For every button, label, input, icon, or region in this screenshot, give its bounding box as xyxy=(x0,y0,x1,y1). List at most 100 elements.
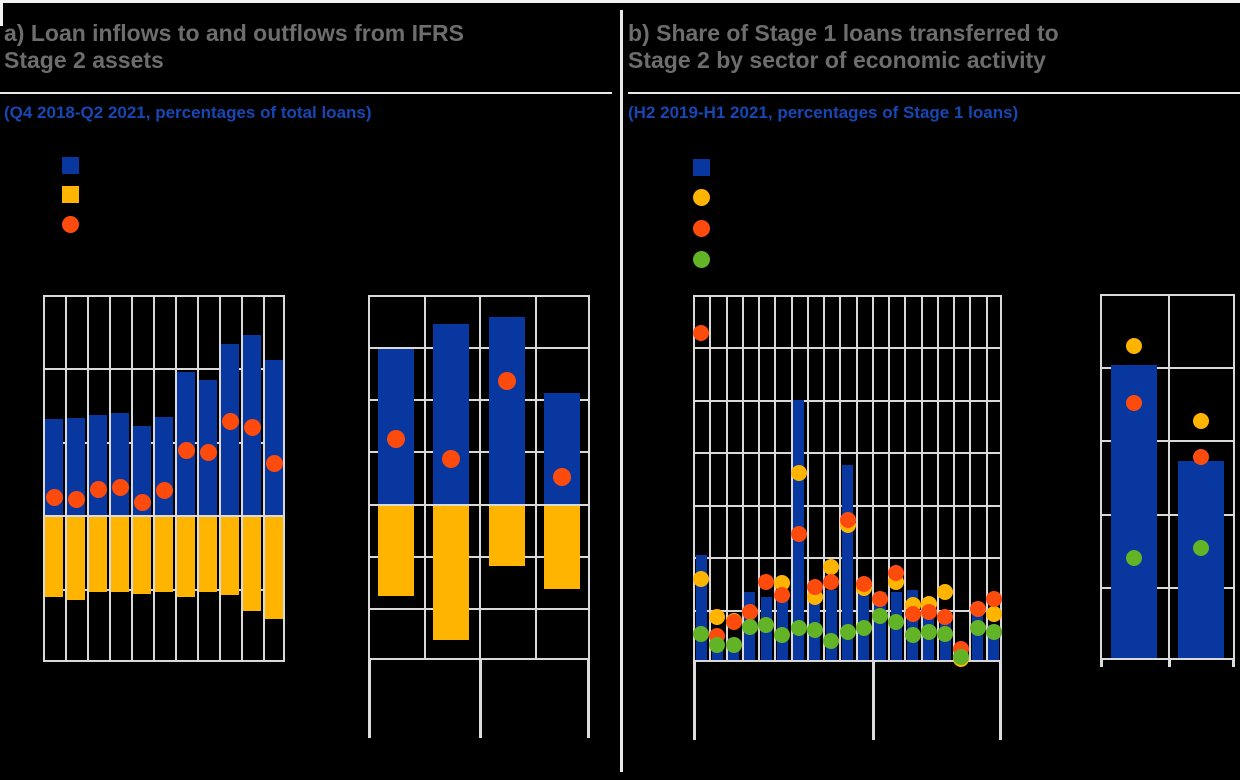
axis-tick xyxy=(871,662,875,740)
orange-dot xyxy=(67,490,85,508)
chart-a-quarterly-flows xyxy=(43,295,285,662)
axis-tick xyxy=(368,660,371,738)
blue-bar xyxy=(988,625,1000,662)
yellow-dot xyxy=(1193,413,1210,430)
legend-a-orange-circle-icon xyxy=(62,216,79,233)
yellow-bar xyxy=(67,515,85,600)
orange-dot xyxy=(386,430,405,449)
green-dot xyxy=(1193,540,1210,556)
yellow-bar xyxy=(488,503,525,567)
orange-dot xyxy=(442,449,461,468)
orange-dot xyxy=(199,443,217,461)
yellow-dot xyxy=(709,608,726,625)
gridline-vertical xyxy=(283,295,285,662)
gridline-vertical xyxy=(839,295,842,662)
yellow-bar xyxy=(45,515,63,598)
yellow-bar xyxy=(89,515,107,593)
blue-bar xyxy=(111,413,129,516)
green-dot xyxy=(758,617,775,634)
orange-dot xyxy=(177,442,195,460)
gridline-vertical xyxy=(131,295,133,662)
legend-b-blue-square-icon xyxy=(693,159,710,176)
legend-a-blue-square-icon xyxy=(62,157,79,174)
legend-b-yellow-circle-icon xyxy=(693,189,710,206)
gridline-horizontal xyxy=(693,347,1002,350)
orange-dot xyxy=(155,482,173,500)
orange-dot xyxy=(553,467,572,486)
orange-dot xyxy=(1125,395,1142,412)
gridline-vertical xyxy=(823,295,826,662)
gridline-vertical xyxy=(197,295,199,662)
chart-b-sector-transfers xyxy=(693,295,1002,740)
green-dot xyxy=(823,632,840,649)
gridline-vertical xyxy=(920,295,923,662)
gridline-vertical xyxy=(936,295,939,662)
gridline-vertical xyxy=(871,295,874,662)
gridline-vertical xyxy=(741,295,744,662)
gridline-vertical xyxy=(888,295,891,662)
yellow-bar xyxy=(155,515,173,593)
blue-bar xyxy=(907,590,919,662)
zero-line xyxy=(43,515,285,518)
gridline-vertical xyxy=(479,295,481,660)
green-dot xyxy=(904,627,921,644)
orange-dot xyxy=(741,604,758,621)
top-left-border xyxy=(0,0,3,26)
gridline-vertical xyxy=(43,295,45,662)
orange-dot xyxy=(985,590,1002,607)
orange-dot xyxy=(806,579,823,596)
orange-dot xyxy=(937,608,954,625)
gridline-vertical xyxy=(87,295,89,662)
orange-dot xyxy=(133,494,151,512)
orange-dot xyxy=(221,412,239,430)
gridline-horizontal xyxy=(693,295,1002,297)
gridline-vertical xyxy=(153,295,155,662)
orange-dot xyxy=(243,419,261,437)
yellow-dot xyxy=(823,559,840,576)
gridline-horizontal xyxy=(693,399,1002,402)
green-dot xyxy=(985,624,1002,641)
panel-b-title-rule xyxy=(628,92,1240,94)
yellow-dot xyxy=(937,583,954,600)
yellow-bar xyxy=(243,515,261,611)
orange-dot xyxy=(920,604,937,621)
green-dot xyxy=(790,620,807,637)
green-dot xyxy=(920,624,937,641)
gridline-vertical xyxy=(774,295,777,662)
gridline-vertical xyxy=(985,295,988,662)
yellow-bar xyxy=(544,503,581,590)
gridline-vertical xyxy=(109,295,111,662)
axis-tick xyxy=(587,660,590,738)
gridline-vertical xyxy=(368,295,370,660)
gridline-vertical xyxy=(219,295,221,662)
orange-dot xyxy=(693,324,710,341)
gridline-vertical xyxy=(953,295,956,662)
green-dot xyxy=(855,620,872,637)
blue-bar xyxy=(155,416,173,516)
top-border-line xyxy=(0,0,1240,3)
orange-dot xyxy=(790,525,807,542)
orange-dot xyxy=(758,573,775,590)
green-dot xyxy=(888,614,905,631)
yellow-bar xyxy=(433,503,470,641)
panel-divider-line xyxy=(620,10,623,772)
gridline-vertical xyxy=(969,295,972,662)
yellow-dot xyxy=(790,465,807,482)
gridline-vertical xyxy=(534,295,537,660)
panel-b-title-line1: b) Share of Stage 1 loans transferred to xyxy=(628,20,1059,46)
panel-a-title-line1: a) Loan inflows to and outflows from IFR… xyxy=(4,20,464,46)
orange-dot xyxy=(45,489,63,507)
gridline-vertical xyxy=(588,295,590,660)
blue-bar xyxy=(825,590,837,662)
yellow-dot xyxy=(1125,337,1142,354)
gridline-vertical xyxy=(1233,294,1235,660)
green-dot xyxy=(953,648,970,665)
green-dot xyxy=(725,637,742,654)
orange-dot xyxy=(872,590,889,607)
gridline-vertical xyxy=(1000,295,1002,662)
green-dot xyxy=(839,624,856,641)
green-dot xyxy=(969,620,986,637)
panel-b-subtitle: (H2 2019-H1 2021, percentages of Stage 1… xyxy=(628,103,1019,122)
green-dot xyxy=(1125,549,1142,566)
